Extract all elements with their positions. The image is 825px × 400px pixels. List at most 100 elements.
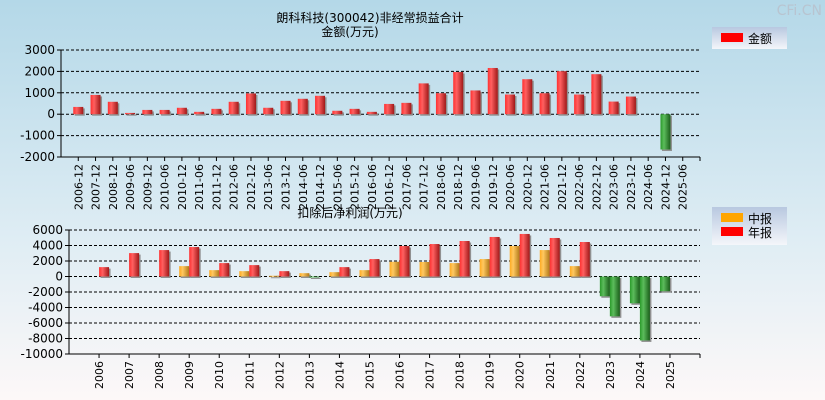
top-xtick-label: 2009-12 — [141, 164, 154, 210]
bottom-xtick-label: 2013 — [303, 361, 316, 389]
top-bar-value — [556, 71, 567, 115]
bottom-xtick-label: 2020 — [514, 361, 527, 389]
bottom-bar-中报 — [659, 276, 670, 292]
top-xtick-label: 2015-12 — [349, 164, 362, 210]
top-xtick-label: 2023-06 — [608, 164, 621, 210]
top-xtick-label: 2013-12 — [280, 164, 293, 210]
top-xtick-label: 2011-06 — [193, 164, 206, 210]
bottom-ytick-label: 2000 — [32, 254, 63, 268]
top-xtick-label: 2009-06 — [124, 164, 137, 210]
top-xtick-label: 2023-12 — [625, 164, 638, 210]
top-xtick-label: 2022-06 — [573, 164, 586, 210]
bottom-bar-年报 — [249, 265, 260, 277]
bottom-bar-年报 — [459, 241, 470, 277]
top-bar-value — [401, 102, 412, 115]
legend-swatch-annual — [721, 227, 743, 236]
top-xtick-label: 2010-06 — [159, 164, 172, 210]
top-xtick-label: 2018-12 — [452, 164, 465, 210]
top-xtick-label: 2016-12 — [383, 164, 396, 210]
top-xtick-label: 2013-06 — [262, 164, 275, 210]
top-bar-value — [280, 100, 291, 115]
top-xtick-label: 2011-12 — [210, 164, 223, 210]
top-xtick-label: 2010-12 — [176, 164, 189, 210]
top-bar-value — [591, 74, 602, 115]
top-xtick-label: 2014-06 — [297, 164, 310, 210]
top-xtick-label: 2019-06 — [469, 164, 482, 210]
bottom-bar-中报 — [509, 246, 520, 277]
bottom-bar-中报 — [239, 271, 250, 277]
bottom-bar-中报 — [569, 266, 580, 277]
top-ytick-label: 3000 — [24, 43, 55, 57]
bottom-bar-年报 — [399, 246, 410, 277]
bottom-bar-年报 — [189, 247, 200, 277]
top-xtick-label: 2015-06 — [331, 164, 344, 210]
bottom-bar-shadow — [270, 277, 281, 279]
bottom-bar-年报 — [99, 267, 110, 277]
top-bar-value — [349, 108, 360, 115]
bottom-bar-中报 — [359, 270, 370, 277]
top-bar-value — [453, 72, 464, 115]
bottom-bar-年报 — [609, 276, 620, 317]
legend-label-annual: 年报 — [748, 225, 772, 240]
top-xtick-label: 2022-12 — [590, 164, 603, 210]
top-bar-value — [505, 94, 516, 115]
bottom-xtick-label: 2008 — [153, 361, 166, 389]
bottom-xtick-label: 2022 — [574, 361, 587, 389]
bottom-bar-年报 — [579, 242, 590, 277]
bottom-bar-中报 — [539, 250, 550, 277]
top-chart-ylabel: 金额(万元) — [321, 24, 378, 39]
bottom-bar-shadow — [310, 278, 321, 279]
bottom-xtick-label: 2015 — [363, 361, 376, 389]
bottom-bar-年报 — [129, 253, 140, 277]
top-chart-title: 朗科科技(300042)非经常损益合计 — [276, 10, 463, 25]
top-bar-value — [470, 90, 481, 115]
top-bar-value — [384, 103, 395, 115]
top-legend: 金额 — [712, 27, 787, 49]
bottom-xtick-label: 2021 — [544, 361, 557, 389]
top-bar-value — [625, 96, 636, 115]
bottom-bar-中报 — [269, 275, 280, 277]
top-bar-value — [142, 109, 153, 115]
top-bar-value — [522, 79, 533, 115]
bottom-bar-年报 — [519, 233, 530, 277]
top-xtick-label: 2025-06 — [677, 164, 690, 210]
bottom-bar-年报 — [369, 259, 380, 277]
top-bar-value — [125, 112, 136, 115]
bottom-bar-中报 — [329, 272, 340, 277]
top-bar-shadow — [195, 113, 206, 116]
top-ytick-label: 2000 — [24, 64, 55, 78]
bottom-xtick-label: 2025 — [664, 361, 677, 389]
top-bar-value — [315, 95, 326, 115]
bottom-xtick-label: 2016 — [394, 361, 407, 389]
top-xtick-label: 2017-12 — [418, 164, 431, 210]
top-bar-shadow — [126, 114, 137, 116]
top-bar-value — [574, 94, 585, 115]
bottom-ytick-label: -6000 — [28, 316, 63, 330]
top-bar-value — [263, 107, 274, 115]
bottom-bar-中报 — [629, 276, 640, 304]
legend-label-amount: 金额 — [748, 31, 772, 46]
bottom-bar-年报 — [159, 250, 170, 277]
top-bar-value — [487, 67, 498, 115]
bottom-ytick-label: -8000 — [28, 332, 63, 346]
bottom-xtick-label: 2007 — [123, 361, 136, 389]
bottom-bar-年报 — [339, 267, 350, 277]
top-xtick-label: 2012-06 — [228, 164, 241, 210]
top-bar-shadow — [368, 113, 379, 116]
top-xtick-label: 2021-06 — [539, 164, 552, 210]
bottom-xtick-label: 2018 — [454, 361, 467, 389]
top-xtick-label: 2021-12 — [556, 164, 569, 210]
bottom-bar-年报 — [549, 237, 560, 277]
top-bar-value — [539, 93, 550, 115]
bottom-xtick-label: 2017 — [424, 361, 437, 389]
bottom-xtick-label: 2006 — [93, 361, 106, 389]
bottom-ytick-label: -10000 — [20, 347, 63, 361]
top-ytick-label: -1000 — [20, 129, 55, 143]
top-xtick-label: 2018-06 — [435, 164, 448, 210]
bottom-chart-title: 扣除后净利润(万元) — [297, 205, 402, 220]
bottom-bar-中报 — [179, 266, 190, 277]
bottom-bar-年报 — [489, 236, 500, 277]
top-xtick-label: 2012-12 — [245, 164, 258, 210]
bottom-bar-年报 — [219, 263, 230, 277]
